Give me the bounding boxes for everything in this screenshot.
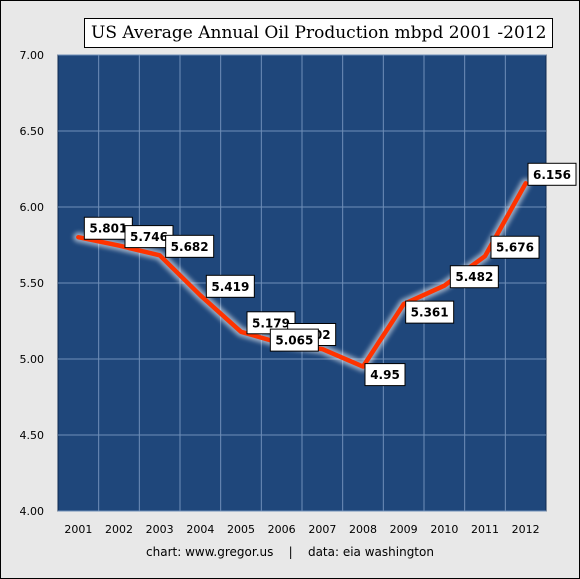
y-tick-label: 5.50 — [20, 277, 45, 290]
data-label: 5.361 — [405, 300, 455, 324]
x-tick-label: 2011 — [471, 523, 499, 536]
x-tick-label: 2010 — [430, 523, 458, 536]
y-tick-label: 6.50 — [20, 125, 45, 138]
chart-credit: chart: www.gregor.us — [146, 545, 274, 559]
x-tick-label: 2004 — [186, 523, 214, 536]
x-tick-label: 2007 — [308, 523, 336, 536]
data-label-box — [205, 274, 255, 298]
y-tick-label: 6.00 — [20, 201, 45, 214]
y-tick-label: 5.00 — [20, 353, 45, 366]
chart-footer: chart: www.gregor.us | data: eia washing… — [0, 545, 580, 559]
data-label-box — [364, 363, 406, 387]
data-label: 6.156 — [527, 162, 577, 186]
data-label-value: 5.419 — [211, 280, 249, 294]
data-label: 5.065 — [269, 328, 319, 352]
data-label-value: 4.95 — [370, 368, 400, 382]
data-label-box — [165, 234, 215, 258]
data-labels: 5.8015.7465.6825.4195.1795.1025.0654.955… — [83, 162, 577, 387]
x-tick-label: 2006 — [268, 523, 296, 536]
data-label-value: 6.156 — [533, 168, 571, 182]
y-tick-label: 4.00 — [20, 505, 45, 518]
x-tick-label: 2002 — [105, 523, 133, 536]
data-label-box — [449, 265, 499, 289]
data-label-value: 5.179 — [252, 316, 290, 330]
data-label: 5.682 — [165, 234, 215, 258]
data-label-value: 5.065 — [275, 334, 313, 348]
x-tick-label: 2001 — [64, 523, 92, 536]
data-label-box — [527, 162, 577, 186]
data-label: 5.746 — [124, 225, 174, 249]
x-tick-label: 2012 — [512, 523, 540, 536]
x-tick-label: 2005 — [227, 523, 255, 536]
footer-separator: | — [288, 545, 293, 559]
data-label-box — [490, 235, 540, 259]
y-tick-label: 7.00 — [20, 49, 45, 62]
chart-title: US Average Annual Oil Production mbpd 20… — [84, 18, 554, 48]
data-credit: data: eia washington — [307, 545, 434, 559]
data-label-value: 5.746 — [130, 230, 168, 244]
x-tick-label: 2008 — [349, 523, 377, 536]
x-tick-label: 2009 — [390, 523, 418, 536]
data-label-box — [269, 328, 319, 352]
data-label: 4.95 — [364, 363, 406, 387]
data-label-value: 5.482 — [455, 270, 493, 284]
data-label: 5.482 — [449, 265, 499, 289]
data-label-value: 5.682 — [171, 240, 209, 254]
data-label: 5.179 — [246, 311, 296, 335]
y-tick-label: 4.50 — [20, 429, 45, 442]
data-label-value: 5.676 — [496, 241, 534, 255]
data-label: 5.801 — [83, 216, 133, 240]
x-axis-ticks: 2001 2002 2003 2004 2005 2006 2007 2008 2009 2010… — [64, 523, 539, 536]
data-label-value: 5.361 — [411, 306, 449, 320]
data-label-value: 5.801 — [89, 222, 127, 236]
data-label-box — [405, 300, 455, 324]
x-tick-label: 2003 — [146, 523, 174, 536]
data-label: 5.419 — [205, 274, 255, 298]
y-axis-ticks: 4.00 4.50 5.00 5.50 6.00 6.50 7.00 — [20, 49, 45, 518]
data-label: 5.676 — [490, 235, 540, 259]
